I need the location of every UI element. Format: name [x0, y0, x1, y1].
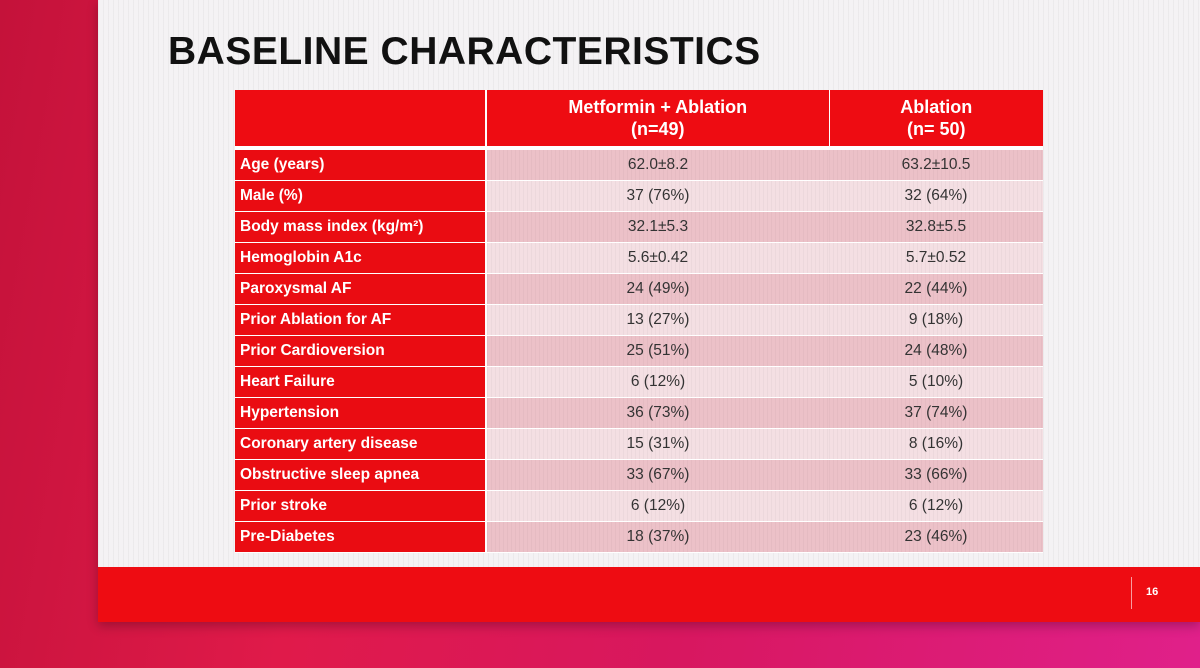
row-label: Male (%): [235, 180, 487, 212]
ablation-value: 9 (18%): [829, 304, 1043, 336]
table-row: Obstructive sleep apnea 33 (67%) 33 (66%): [235, 459, 1043, 491]
ablation-value: 5 (10%): [829, 366, 1043, 398]
metformin-ablation-value: 6 (12%): [486, 490, 829, 522]
page-number: 16: [1146, 586, 1159, 598]
metformin-ablation-value: 36 (73%): [486, 397, 829, 429]
header-ablation: Ablation (n= 50): [829, 90, 1043, 150]
metformin-ablation-value: 62.0±8.2: [486, 148, 829, 181]
table-row: Paroxysmal AF 24 (49%) 22 (44%): [235, 273, 1043, 305]
ablation-value: 37 (74%): [829, 397, 1043, 429]
footer-bar: 16: [98, 567, 1200, 622]
table-body: Age (years) 62.0±8.2 63.2±10.5 Male (%) 37 (…: [235, 148, 1043, 553]
row-label: Obstructive sleep apnea: [235, 459, 487, 491]
ablation-value: 63.2±10.5: [829, 148, 1043, 181]
header-blank-cell: [235, 90, 487, 150]
row-label: Prior Ablation for AF: [235, 304, 487, 336]
metformin-ablation-value: 15 (31%): [486, 428, 829, 460]
slide: BASELINE CHARACTERISTICS Metformin + Abl…: [98, 0, 1200, 622]
table-row: Male (%) 37 (76%) 32 (64%): [235, 180, 1043, 212]
row-label: Prior stroke: [235, 490, 487, 522]
ablation-value: 23 (46%): [829, 521, 1043, 553]
header-metformin-ablation: Metformin + Ablation (n=49): [486, 90, 830, 150]
table-row: Hemoglobin A1c 5.6±0.42 5.7±0.52: [235, 242, 1043, 274]
ablation-value: 22 (44%): [829, 273, 1043, 305]
metformin-ablation-value: 13 (27%): [486, 304, 829, 336]
footer-divider: [1131, 577, 1132, 609]
table-row: Prior stroke 6 (12%) 6 (12%): [235, 490, 1043, 522]
ablation-value: 6 (12%): [829, 490, 1043, 522]
row-label: Prior Cardioversion: [235, 335, 487, 367]
header-n: (n=49): [630, 119, 685, 139]
table-row: Coronary artery disease 15 (31%) 8 (16%): [235, 428, 1043, 460]
row-label: Paroxysmal AF: [235, 273, 487, 305]
row-label: Body mass index (kg/m²): [235, 211, 487, 243]
metformin-ablation-value: 33 (67%): [486, 459, 829, 491]
row-label: Pre-Diabetes: [235, 521, 487, 553]
ablation-value: 8 (16%): [829, 428, 1043, 460]
row-label: Heart Failure: [235, 366, 487, 398]
metformin-ablation-value: 24 (49%): [486, 273, 829, 305]
ablation-value: 33 (66%): [829, 459, 1043, 491]
row-label: Coronary artery disease: [235, 428, 487, 460]
table-row: Pre-Diabetes 18 (37%) 23 (46%): [235, 521, 1043, 553]
header-name: Metformin + Ablation: [568, 97, 748, 117]
table-header-row: Metformin + Ablation (n=49) Ablation (n=…: [235, 90, 1043, 150]
header-n: (n= 50): [906, 119, 966, 139]
metformin-ablation-value: 37 (76%): [486, 180, 829, 212]
row-label: Hypertension: [235, 397, 487, 429]
metformin-ablation-value: 6 (12%): [486, 366, 829, 398]
metformin-ablation-value: 25 (51%): [486, 335, 829, 367]
metformin-ablation-value: 18 (37%): [486, 521, 829, 553]
table-row: Prior Cardioversion 25 (51%) 24 (48%): [235, 335, 1043, 367]
baseline-characteristics-table: Metformin + Ablation (n=49) Ablation (n=…: [235, 90, 1043, 553]
header-name: Ablation: [900, 97, 973, 117]
table-row: Body mass index (kg/m²) 32.1±5.3 32.8±5.5: [235, 211, 1043, 243]
ablation-value: 5.7±0.52: [829, 242, 1043, 274]
ablation-value: 32.8±5.5: [829, 211, 1043, 243]
metformin-ablation-value: 5.6±0.42: [486, 242, 829, 274]
ablation-value: 32 (64%): [829, 180, 1043, 212]
row-label: Hemoglobin A1c: [235, 242, 487, 274]
table-row: Heart Failure 6 (12%) 5 (10%): [235, 366, 1043, 398]
row-label: Age (years): [235, 148, 487, 181]
table-row: Hypertension 36 (73%) 37 (74%): [235, 397, 1043, 429]
table-row: Prior Ablation for AF 13 (27%) 9 (18%): [235, 304, 1043, 336]
ablation-value: 24 (48%): [829, 335, 1043, 367]
metformin-ablation-value: 32.1±5.3: [486, 211, 829, 243]
table-row: Age (years) 62.0±8.2 63.2±10.5: [235, 148, 1043, 181]
slide-title: BASELINE CHARACTERISTICS: [168, 30, 761, 73]
